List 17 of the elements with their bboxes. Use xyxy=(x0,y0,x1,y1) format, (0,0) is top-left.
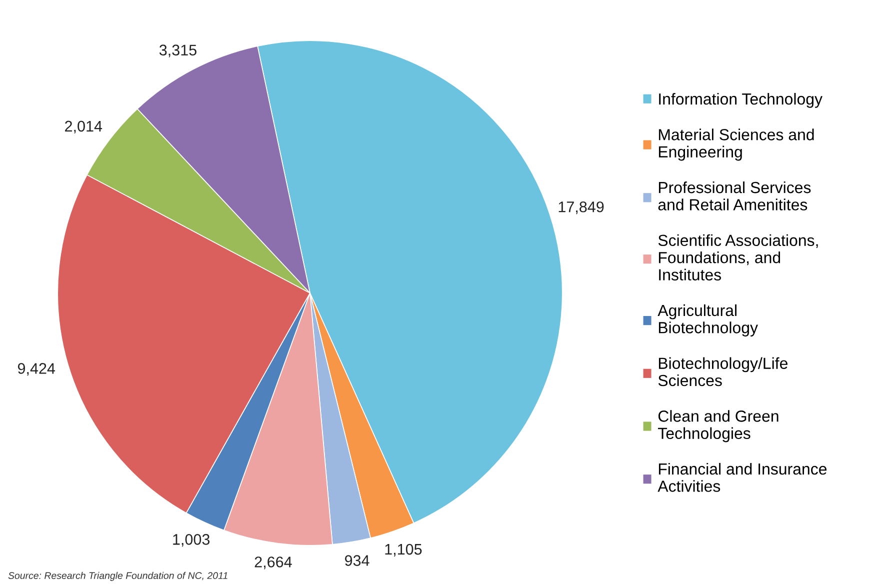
data-label: 3,315 xyxy=(159,44,196,58)
data-label: 9,424 xyxy=(18,363,56,376)
legend-label: Biotechnology/Life Sciences xyxy=(658,357,788,386)
legend-label: Agricultural Biotechnology xyxy=(658,304,758,336)
legend-label: Scientific Associations, Foundations, and Institutes xyxy=(658,234,818,280)
legend-label: Information Technology xyxy=(659,92,822,108)
data-label: 17,849 xyxy=(558,201,604,214)
data-label: 2,014 xyxy=(65,120,102,134)
legend-label: Professional Services and Retail Amenitites xyxy=(658,181,811,210)
data-label: 2,664 xyxy=(254,556,292,570)
legend-label: Financial and Insurance Activities xyxy=(658,462,827,492)
legend-label: Material Sciences and Engineering xyxy=(658,128,814,161)
data-label: 934 xyxy=(344,555,370,566)
source-note: Source: Research Triangle Foundation of NC, 2011 xyxy=(8,572,228,581)
data-label: 1,105 xyxy=(385,544,422,557)
legend-label: Clean and Green Technologies xyxy=(658,410,778,442)
data-label: 1,003 xyxy=(173,534,210,547)
